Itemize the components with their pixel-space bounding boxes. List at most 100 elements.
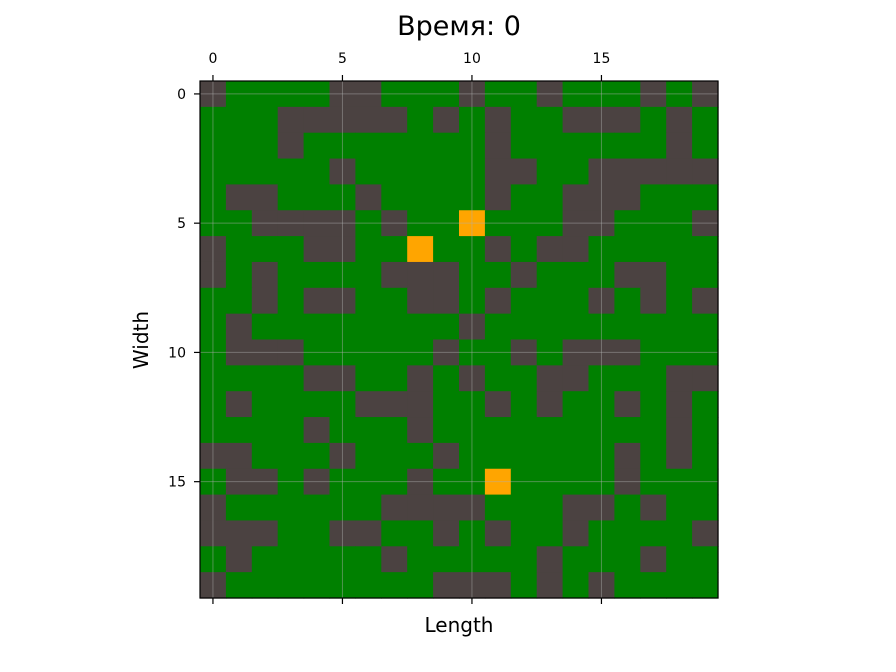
heatmap-cell — [536, 106, 564, 134]
heatmap-cell — [200, 468, 227, 496]
heatmap-cell — [355, 442, 382, 470]
heatmap-cell — [355, 313, 382, 341]
heatmap-cell — [666, 365, 693, 392]
heatmap-cell — [692, 417, 719, 444]
heatmap-cell — [433, 236, 460, 263]
heatmap-cell — [433, 132, 460, 160]
heatmap-cell — [303, 520, 331, 547]
heatmap-cell — [251, 417, 279, 444]
heatmap-cell — [200, 339, 227, 366]
heatmap-cell — [666, 132, 693, 160]
heatmap-cell — [614, 261, 641, 289]
heatmap-cell — [251, 106, 279, 134]
heatmap-cell — [614, 468, 641, 496]
heatmap-cell — [562, 313, 590, 341]
heatmap-cell — [251, 313, 279, 341]
heatmap-cell — [484, 261, 512, 289]
heatmap-cell — [692, 158, 719, 185]
heatmap-cell — [355, 494, 382, 522]
heatmap-cell — [225, 81, 253, 108]
heatmap-cell — [666, 572, 693, 599]
heatmap-cell — [200, 494, 227, 522]
heatmap-cell — [381, 236, 408, 263]
heatmap-cell — [355, 365, 382, 392]
heatmap-cell — [640, 210, 667, 237]
heatmap-cell — [277, 184, 305, 211]
heatmap-cell — [692, 210, 719, 237]
heatmap-cell — [355, 132, 382, 160]
heatmap-cell — [381, 184, 408, 211]
heatmap-cell — [640, 132, 667, 160]
heatmap-cell — [251, 494, 279, 522]
heatmap-cell — [588, 287, 615, 315]
heatmap-cell — [381, 313, 408, 341]
heatmap-cell — [225, 365, 253, 392]
y-axis-label: Width — [129, 311, 153, 369]
heatmap-cell — [251, 81, 279, 108]
heatmap-cell — [614, 339, 641, 366]
heatmap-cell — [200, 391, 227, 418]
heatmap-cell — [407, 339, 434, 366]
heatmap-cell — [251, 339, 279, 366]
heatmap-cell — [381, 339, 408, 366]
heatmap-cell — [510, 365, 538, 392]
heatmap-cell — [433, 339, 460, 366]
heatmap-cell — [277, 106, 305, 134]
heatmap-cell — [355, 184, 382, 211]
heatmap-cell — [251, 572, 279, 599]
heatmap-cell — [614, 442, 641, 470]
heatmap-cell — [251, 261, 279, 289]
heatmap-cell — [407, 81, 434, 108]
heatmap-cell — [536, 261, 564, 289]
heatmap-cell — [484, 417, 512, 444]
heatmap-cell — [303, 391, 331, 418]
heatmap-cell — [433, 468, 460, 496]
heatmap-cell — [329, 287, 356, 315]
heatmap-cell — [381, 442, 408, 470]
heatmap-cell — [536, 442, 564, 470]
heatmap-cell — [536, 546, 564, 573]
heatmap-cell — [640, 572, 667, 599]
heatmap-cell — [484, 520, 512, 547]
heatmap-cell — [666, 468, 693, 496]
heatmap-cell — [303, 339, 331, 366]
heatmap-cell — [692, 339, 719, 366]
heatmap-cell — [692, 391, 719, 418]
y-tick-label: 5 — [177, 216, 186, 232]
heatmap-cell — [329, 313, 356, 341]
heatmap-cell — [277, 572, 305, 599]
heatmap-cell — [355, 287, 382, 315]
heatmap-cell — [225, 261, 253, 289]
heatmap-cell — [510, 132, 538, 160]
heatmap-cell — [355, 261, 382, 289]
heatmap-cell — [484, 572, 512, 599]
heatmap-cell — [484, 391, 512, 418]
heatmap-cell — [459, 158, 486, 185]
heatmap-cell — [303, 236, 331, 263]
heatmap-cell — [355, 210, 382, 237]
axis-ticks: 0 5 10 15 0 5 10 15 — [168, 51, 610, 604]
heatmap-cell — [200, 261, 227, 289]
heatmap-cell — [459, 417, 486, 444]
heatmap-cell — [562, 210, 590, 237]
heatmap-cells — [200, 81, 719, 599]
heatmap-cell — [225, 236, 253, 263]
heatmap-cell — [484, 106, 512, 134]
heatmap-cell — [510, 391, 538, 418]
heatmap-cell — [277, 546, 305, 573]
heatmap-cell — [666, 339, 693, 366]
heatmap-cell — [536, 132, 564, 160]
heatmap-cell — [484, 158, 512, 185]
heatmap-cell — [562, 572, 590, 599]
heatmap-cell — [407, 158, 434, 185]
heatmap-cell — [303, 546, 331, 573]
heatmap-cell — [200, 313, 227, 341]
heatmap-cell — [459, 494, 486, 522]
heatmap-cell — [692, 494, 719, 522]
heatmap-cell — [536, 494, 564, 522]
x-tick-label: 0 — [208, 51, 217, 67]
heatmap-cell — [588, 184, 615, 211]
heatmap-cell — [381, 287, 408, 315]
heatmap-cell — [277, 287, 305, 315]
heatmap-cell — [277, 391, 305, 418]
